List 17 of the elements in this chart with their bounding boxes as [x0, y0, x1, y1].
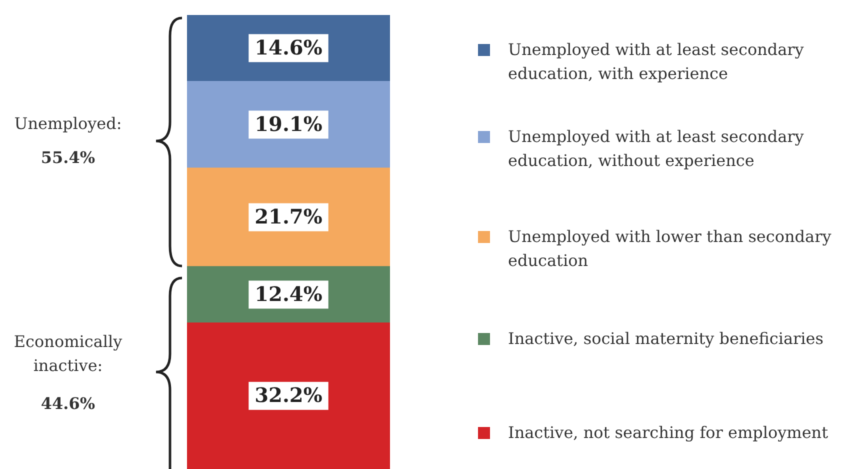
text: Unemployed:	[13, 113, 123, 135]
legend-label: Unemployed with lower than secondary education	[508, 226, 832, 272]
data-label: 12.4%	[254, 282, 322, 306]
data-label: 19.1%	[254, 112, 322, 136]
bar	[187, 322, 390, 469]
legend-label: Inactive, not searching for employment	[508, 422, 828, 444]
data-label: 14.6%	[254, 35, 322, 60]
legend-label: Inactive, social maternity beneficiaries	[508, 328, 824, 350]
data-label: 21.7%	[254, 204, 322, 228]
bar	[187, 80, 390, 168]
text: 55.4%	[40, 147, 96, 169]
data-label: 32.2%	[254, 383, 322, 408]
text: Economically inactive:	[12, 331, 124, 377]
text: 44.6%	[40, 393, 96, 415]
legend-label: Unemployed with at least secondary education, without experience	[508, 126, 805, 172]
bar	[187, 168, 390, 267]
legend-label: Unemployed with at least secondary education, with experience	[508, 39, 805, 85]
